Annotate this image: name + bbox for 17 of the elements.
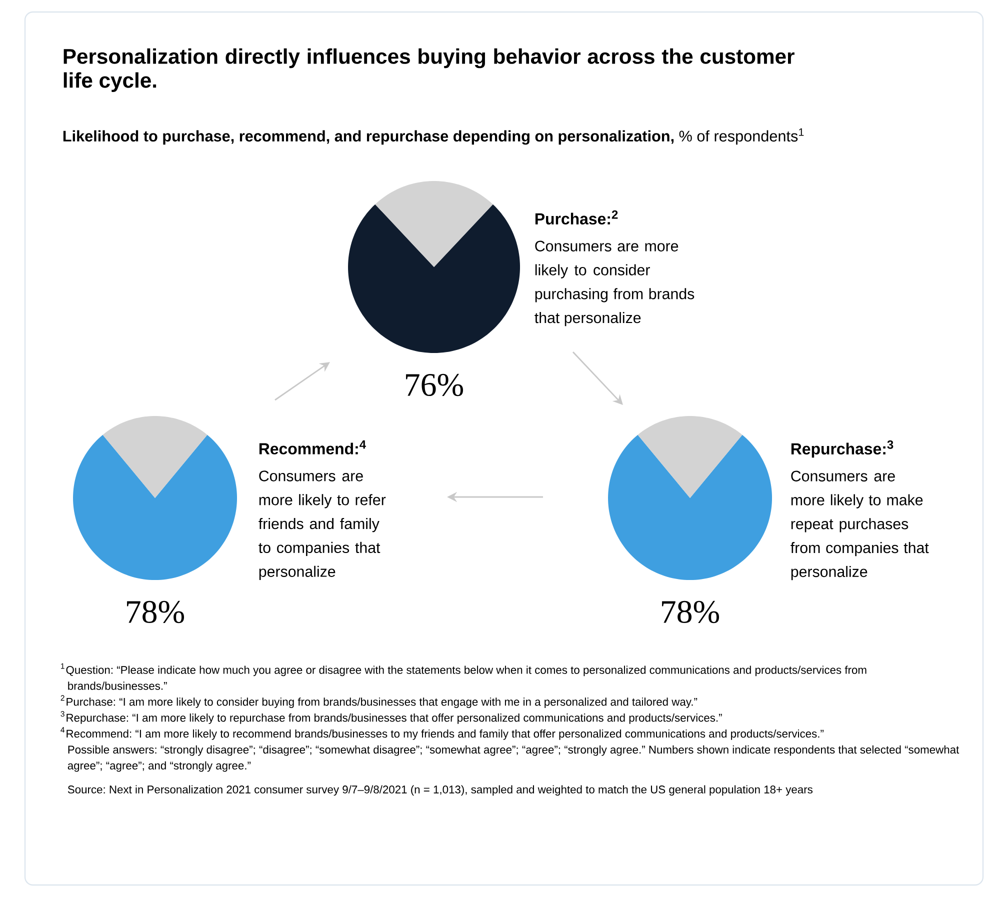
data-label: 78% (662, 600, 720, 624)
text: $^{1}$Question: “Please indicate how much you agree or disagree with the statements below when it comes to personalized communications and products/services from brands/businesses.” (61, 663, 866, 690)
text: $^{4}$Recommend: “I am more likely to recommend brands/businesses to my friends and family that offer personalized communications and products/services.” (60, 727, 824, 740)
data-label: 76% (406, 374, 464, 396)
text: Likelihood to purchase, recommend, and repurchase depending on personalization, % of respondents$^{1}$ (63, 128, 804, 145)
text: Purchase:$^{2}$ (535, 210, 618, 225)
text: $^{2}$Purchase: “I am more likely to consider buying from brands/businesses that engage with me in a personalized and tailored way.” (60, 695, 698, 708)
text: Consumers are more likely to consider purchasing from brands that personalize (534, 240, 694, 326)
data-label: 78% (127, 600, 184, 624)
text: Repurchase:$^{3}$ (791, 440, 894, 458)
text: $^{3}$Repurchase: “I am more likely to repurchase from brands/businesses that offer personalized communications and products/services.” (60, 711, 722, 724)
text: Recommend:$^{4}$ (259, 440, 366, 454)
text: Consumers are more likely to make repeat purchases from companies that personalize (790, 470, 929, 580)
source-note: Source: Next in Personalization 2021 consumer survey 9/7–9/8/2021 (n = 1,013), sampled and weighted to match the US general population 18+ years (68, 785, 813, 796)
text: Consumers are more likely to refer friends and family to companies that personalize (258, 470, 386, 580)
text: Possible answers: “strongly disagree”; “disagree”; “somewhat disagree”; “somewhat agree”; “agree”; “strongly agree.” Numbers shown indicate respondents that selected “somewhat agree”; “agree”; and “strongly agree.” (68, 745, 960, 772)
text: Personalization directly influences buying behavior across the customer life cycle. (64, 48, 794, 92)
